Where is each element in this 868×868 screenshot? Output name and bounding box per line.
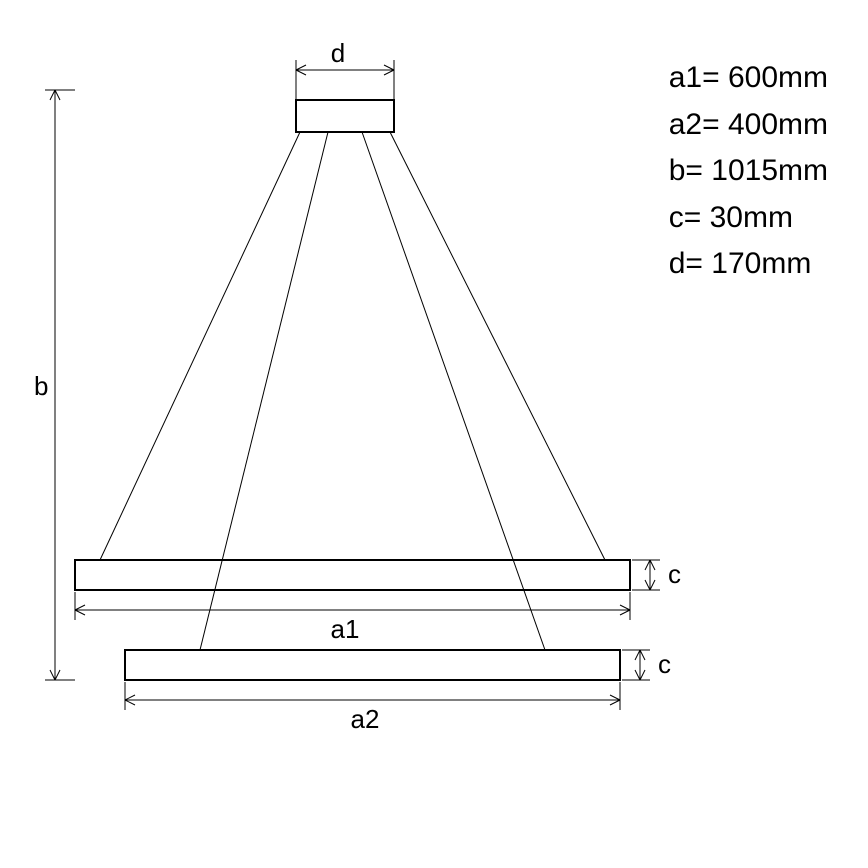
- dim-a2-al2: [125, 700, 135, 705]
- dim-a2-ar2: [610, 700, 620, 705]
- ring-upper: [75, 560, 630, 590]
- ring-lower: [125, 650, 620, 680]
- dim-a2-al1: [125, 695, 135, 700]
- ceiling-box: [296, 100, 394, 132]
- dim-c2-at2: [640, 650, 645, 660]
- dim-a1-ar2: [620, 610, 630, 615]
- dim-d-al2: [296, 70, 306, 75]
- dim-b-at1: [50, 90, 55, 100]
- dim-d-ar2: [384, 70, 394, 75]
- legend-c: c= 30mm: [669, 195, 828, 242]
- dim-a2-ar1: [610, 695, 620, 700]
- dim-c1-at1: [645, 560, 650, 570]
- dim-b-ab2: [55, 670, 60, 680]
- dim-c2-ab2: [640, 670, 645, 680]
- legend-a1: a1= 600mm: [669, 55, 828, 102]
- dim-a1-label: a1: [331, 614, 360, 644]
- dim-a1-al1: [75, 605, 85, 610]
- legend-a2: a2= 400mm: [669, 102, 828, 149]
- wire-outer-right: [390, 132, 605, 560]
- dim-d-label: d: [331, 38, 345, 68]
- dim-a1-ar1: [620, 605, 630, 610]
- dim-b-label: b: [34, 371, 48, 401]
- dim-c1-at2: [650, 560, 655, 570]
- dimension-legend: a1= 600mm a2= 400mm b= 1015mm c= 30mm d=…: [669, 55, 828, 288]
- dim-c2-at1: [635, 650, 640, 660]
- dim-c1-ab2: [650, 580, 655, 590]
- dim-b-at2: [55, 90, 60, 100]
- wire-inner-right: [362, 132, 545, 650]
- dim-a2-label: a2: [351, 704, 380, 734]
- wire-outer-left: [100, 132, 300, 560]
- legend-b: b= 1015mm: [669, 148, 828, 195]
- dim-b-ab1: [50, 670, 55, 680]
- legend-d: d= 170mm: [669, 241, 828, 288]
- dim-c1-ab1: [645, 580, 650, 590]
- dim-d-ar1: [384, 65, 394, 70]
- dim-c2-ab1: [635, 670, 640, 680]
- dim-c1-label: c: [668, 559, 681, 589]
- dim-d-al1: [296, 65, 306, 70]
- dim-c2-label: c: [658, 649, 671, 679]
- dim-a1-al2: [75, 610, 85, 615]
